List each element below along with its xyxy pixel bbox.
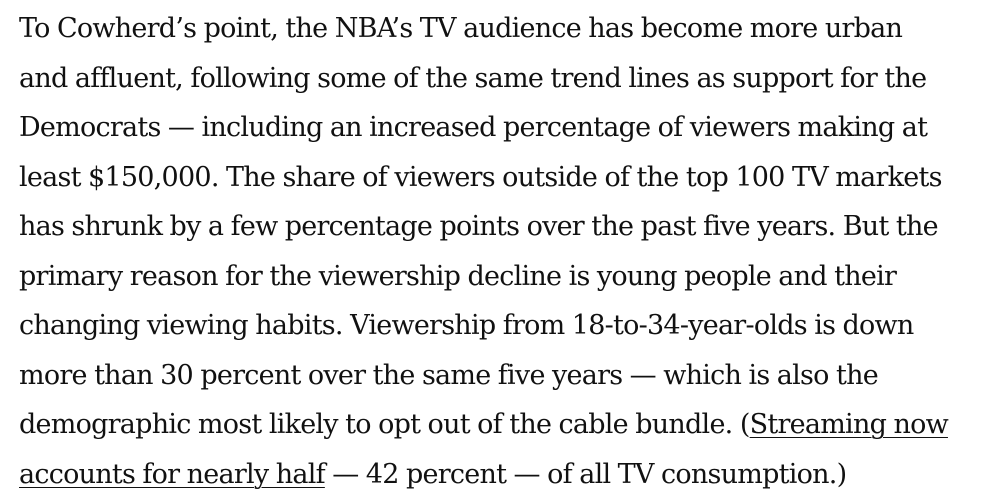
paragraph-line: demographic most likely to opt out of th… xyxy=(19,400,995,450)
paragraph-line: Democrats — including an increased perce… xyxy=(19,103,995,153)
paragraph-line: has shrunk by a few percentage points ov… xyxy=(19,202,995,252)
paragraph-text: — 42 percent — of all TV consumption.) xyxy=(325,459,847,490)
paragraph-line: and affluent, following some of the same… xyxy=(19,54,995,104)
article-paragraph: To Cowherd’s point, the NBA’s TV audienc… xyxy=(19,4,995,499)
paragraph-line: primary reason for the viewership declin… xyxy=(19,252,995,302)
paragraph-line: more than 30 percent over the same five … xyxy=(19,351,995,401)
paragraph-line: least $150,000. The share of viewers out… xyxy=(19,153,995,203)
paragraph-line: accounts for nearly half — 42 percent — … xyxy=(19,450,995,499)
paragraph-line: To Cowherd’s point, the NBA’s TV audienc… xyxy=(19,4,995,54)
paragraph-line: changing viewing habits. Viewership from… xyxy=(19,301,995,351)
streaming-share-link-continued[interactable]: accounts for nearly half xyxy=(19,459,325,490)
paragraph-text: demographic most likely to opt out of th… xyxy=(19,409,750,440)
streaming-share-link[interactable]: Streaming now xyxy=(750,409,948,440)
